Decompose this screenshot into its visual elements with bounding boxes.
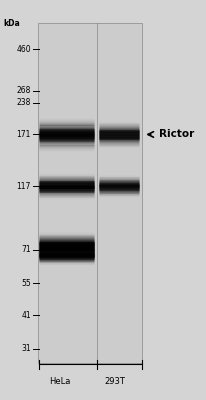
Text: 238: 238	[16, 98, 31, 107]
FancyBboxPatch shape	[38, 23, 142, 363]
Text: 293T: 293T	[104, 377, 125, 386]
Text: HeLa: HeLa	[49, 377, 70, 386]
Text: 41: 41	[21, 311, 31, 320]
Text: 268: 268	[16, 86, 31, 95]
Text: 171: 171	[16, 130, 31, 139]
Text: 71: 71	[21, 245, 31, 254]
Text: 55: 55	[21, 279, 31, 288]
Text: kDa: kDa	[4, 19, 20, 28]
Text: Rictor: Rictor	[158, 130, 193, 140]
Text: 117: 117	[16, 182, 31, 190]
Text: 460: 460	[16, 44, 31, 54]
Text: 31: 31	[21, 344, 31, 354]
